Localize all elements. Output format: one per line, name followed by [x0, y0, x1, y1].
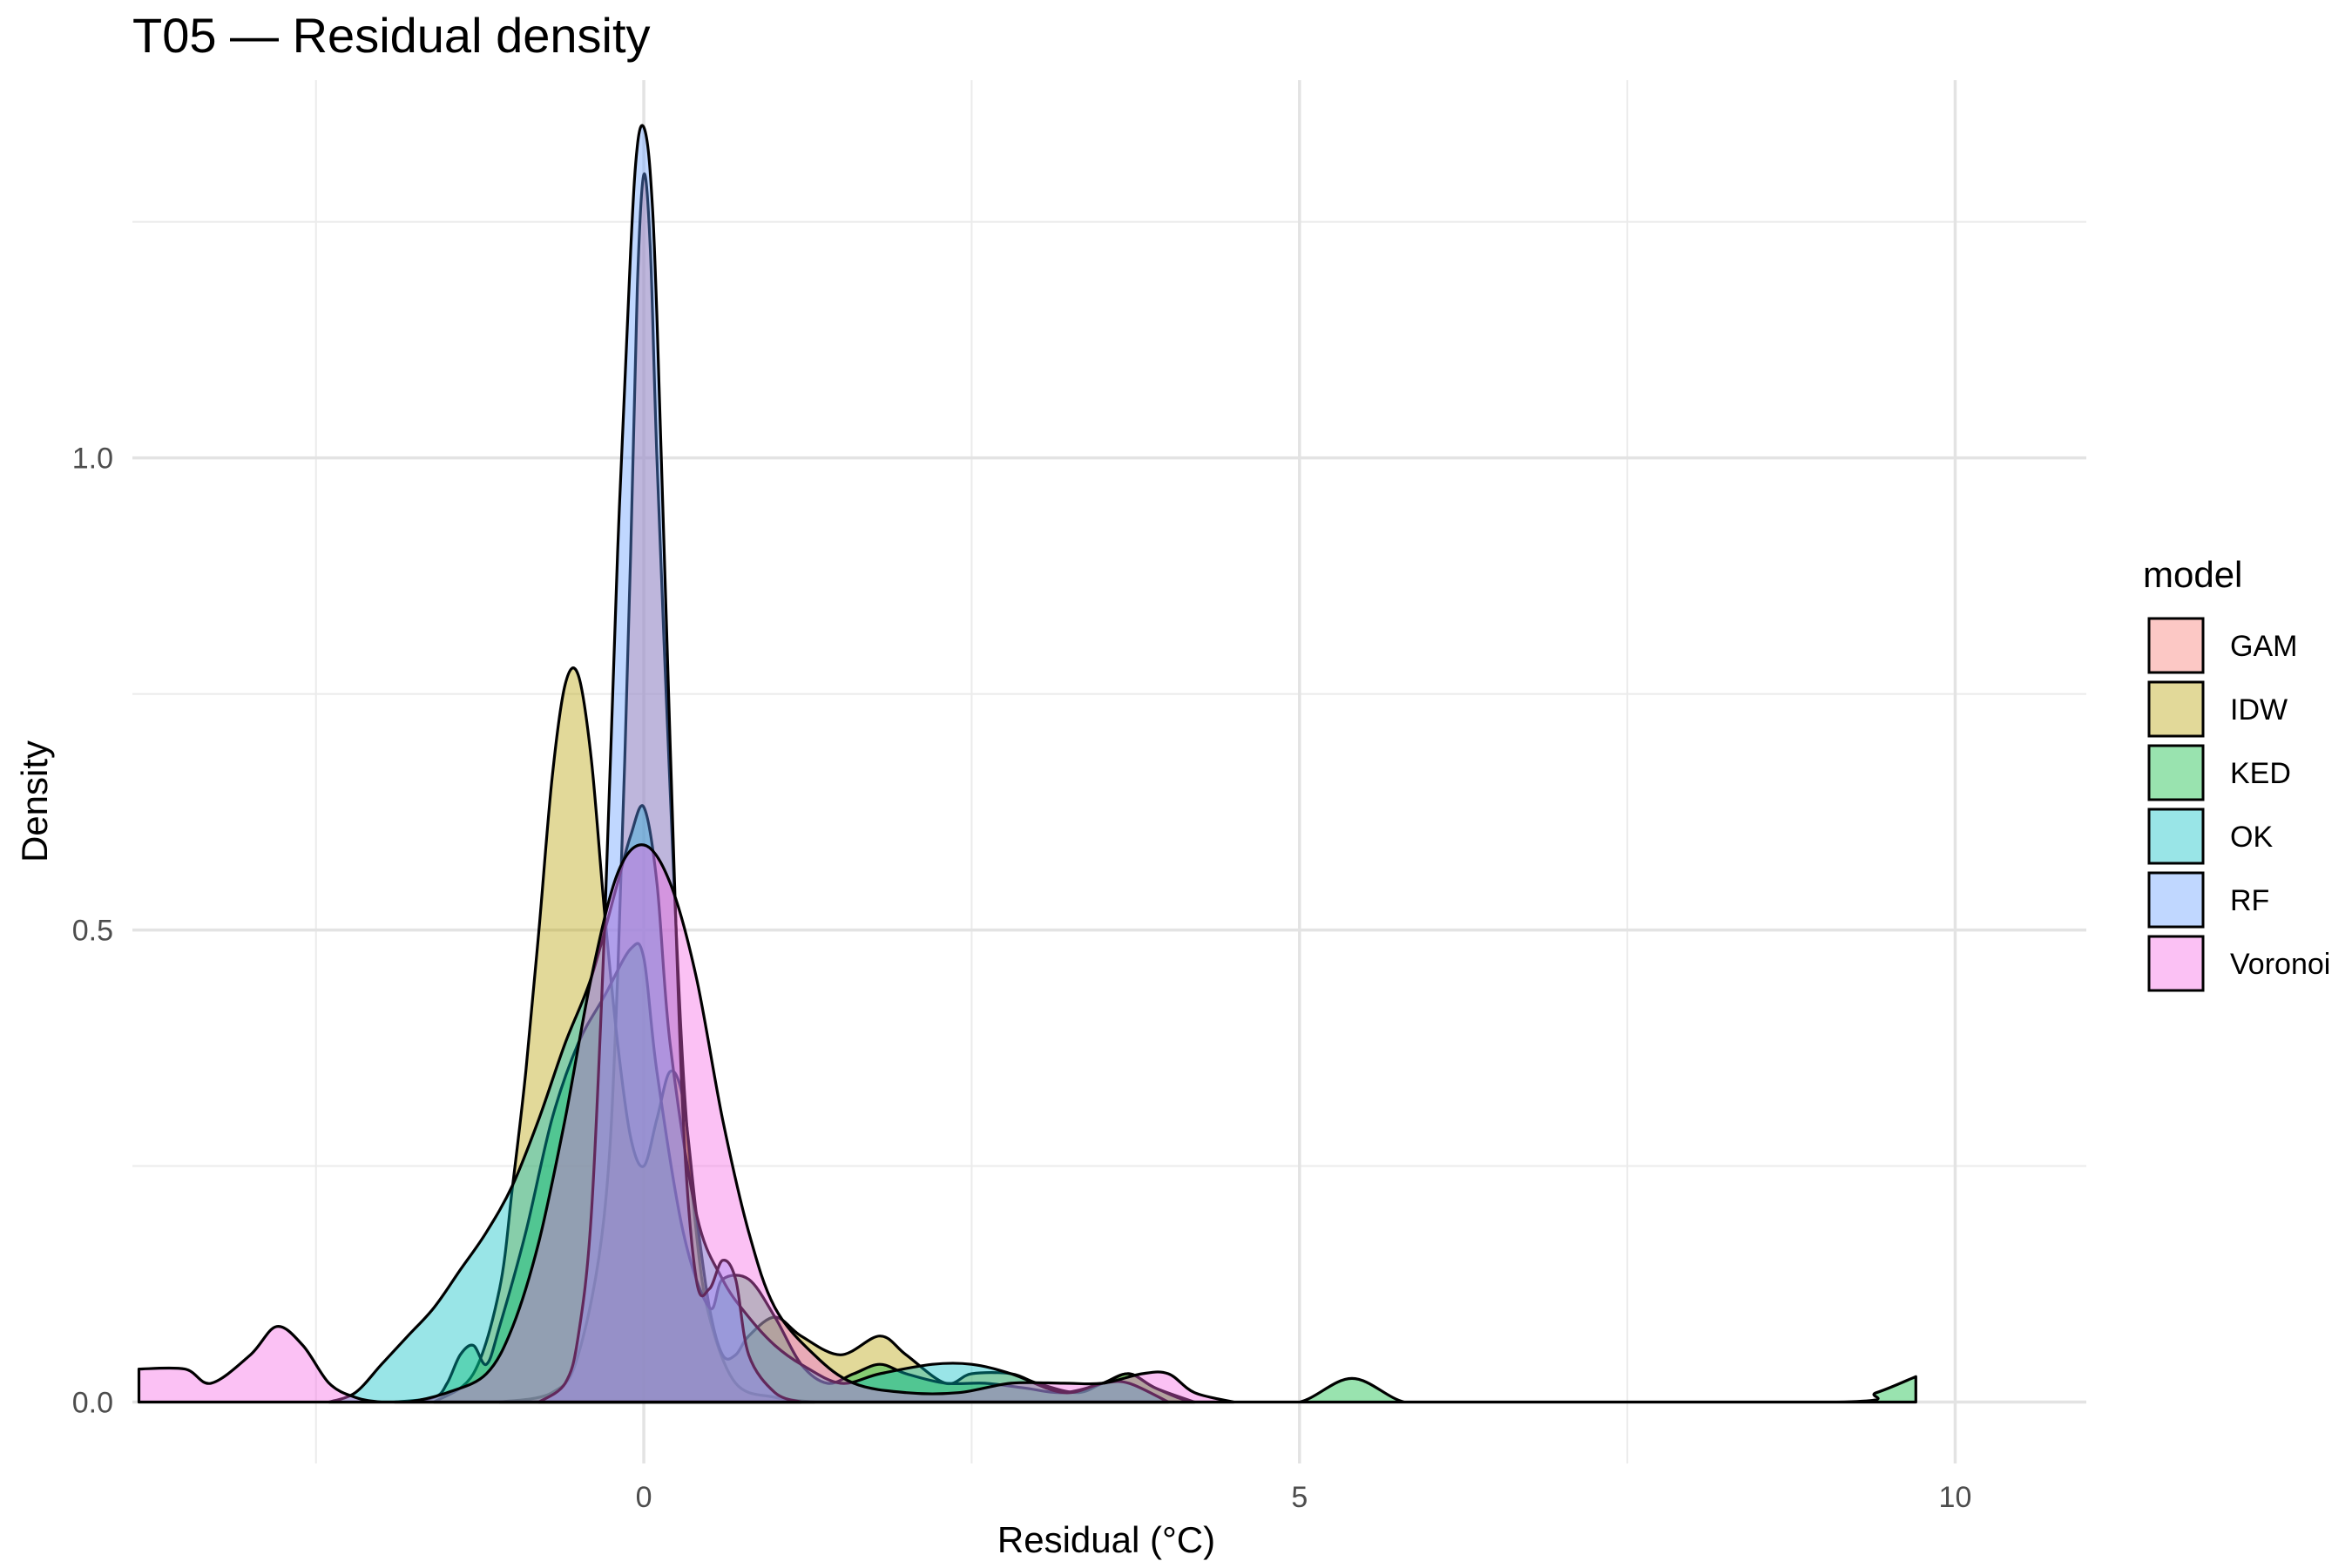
x-axis-title: Residual (°C) — [997, 1519, 1215, 1560]
x-axis-ticks: 0 5 10 — [636, 1481, 1972, 1514]
legend-label-voronoi: Voronoi — [2230, 948, 2330, 981]
legend-swatch-voronoi — [2147, 935, 2205, 992]
density-area-ked — [393, 942, 1917, 1404]
density-area-rf — [537, 124, 803, 1404]
legend-label-ked: KED — [2230, 757, 2291, 790]
y-tick-label: 1.0 — [72, 443, 113, 476]
legend-label-ok: OK — [2230, 821, 2273, 854]
legend-key-background — [2147, 935, 2205, 992]
legend-swatch-rf — [2147, 871, 2205, 929]
density-area-gam — [497, 172, 816, 1404]
legend-swatch-ked — [2147, 744, 2205, 801]
density-area-voronoi — [137, 843, 1236, 1404]
legend-key-background — [2147, 871, 2205, 929]
y-tick-label: 0.0 — [72, 1387, 113, 1420]
legend-label-rf: RF — [2230, 884, 2269, 917]
series-layer — [137, 124, 1917, 1404]
legend-swatch-idw — [2147, 680, 2205, 738]
y-tick-label: 0.5 — [72, 915, 113, 948]
legend-key-background — [2147, 680, 2205, 738]
legend-label-idw: IDW — [2230, 693, 2288, 727]
legend-key-background — [2147, 744, 2205, 801]
legend-title: model — [2143, 554, 2242, 595]
legend: model GAM IDW KED OK RF Voronoi — [2143, 554, 2330, 992]
grid — [132, 80, 2086, 1463]
density-area-ok — [328, 804, 1170, 1404]
x-tick-label: 0 — [636, 1481, 652, 1514]
x-tick-label: 10 — [1939, 1481, 1972, 1514]
y-axis-title: Density — [14, 740, 55, 862]
legend-swatch-gam — [2147, 617, 2205, 674]
legend-swatch-ok — [2147, 808, 2205, 865]
legend-key-background — [2147, 617, 2205, 674]
legend-key-background — [2147, 808, 2205, 865]
chart-title: T05 — Residual density — [132, 8, 651, 63]
legend-label-gam: GAM — [2230, 630, 2297, 663]
x-tick-label: 5 — [1291, 1481, 1308, 1514]
y-axis-ticks: 0.0 0.5 1.0 — [72, 443, 113, 1420]
